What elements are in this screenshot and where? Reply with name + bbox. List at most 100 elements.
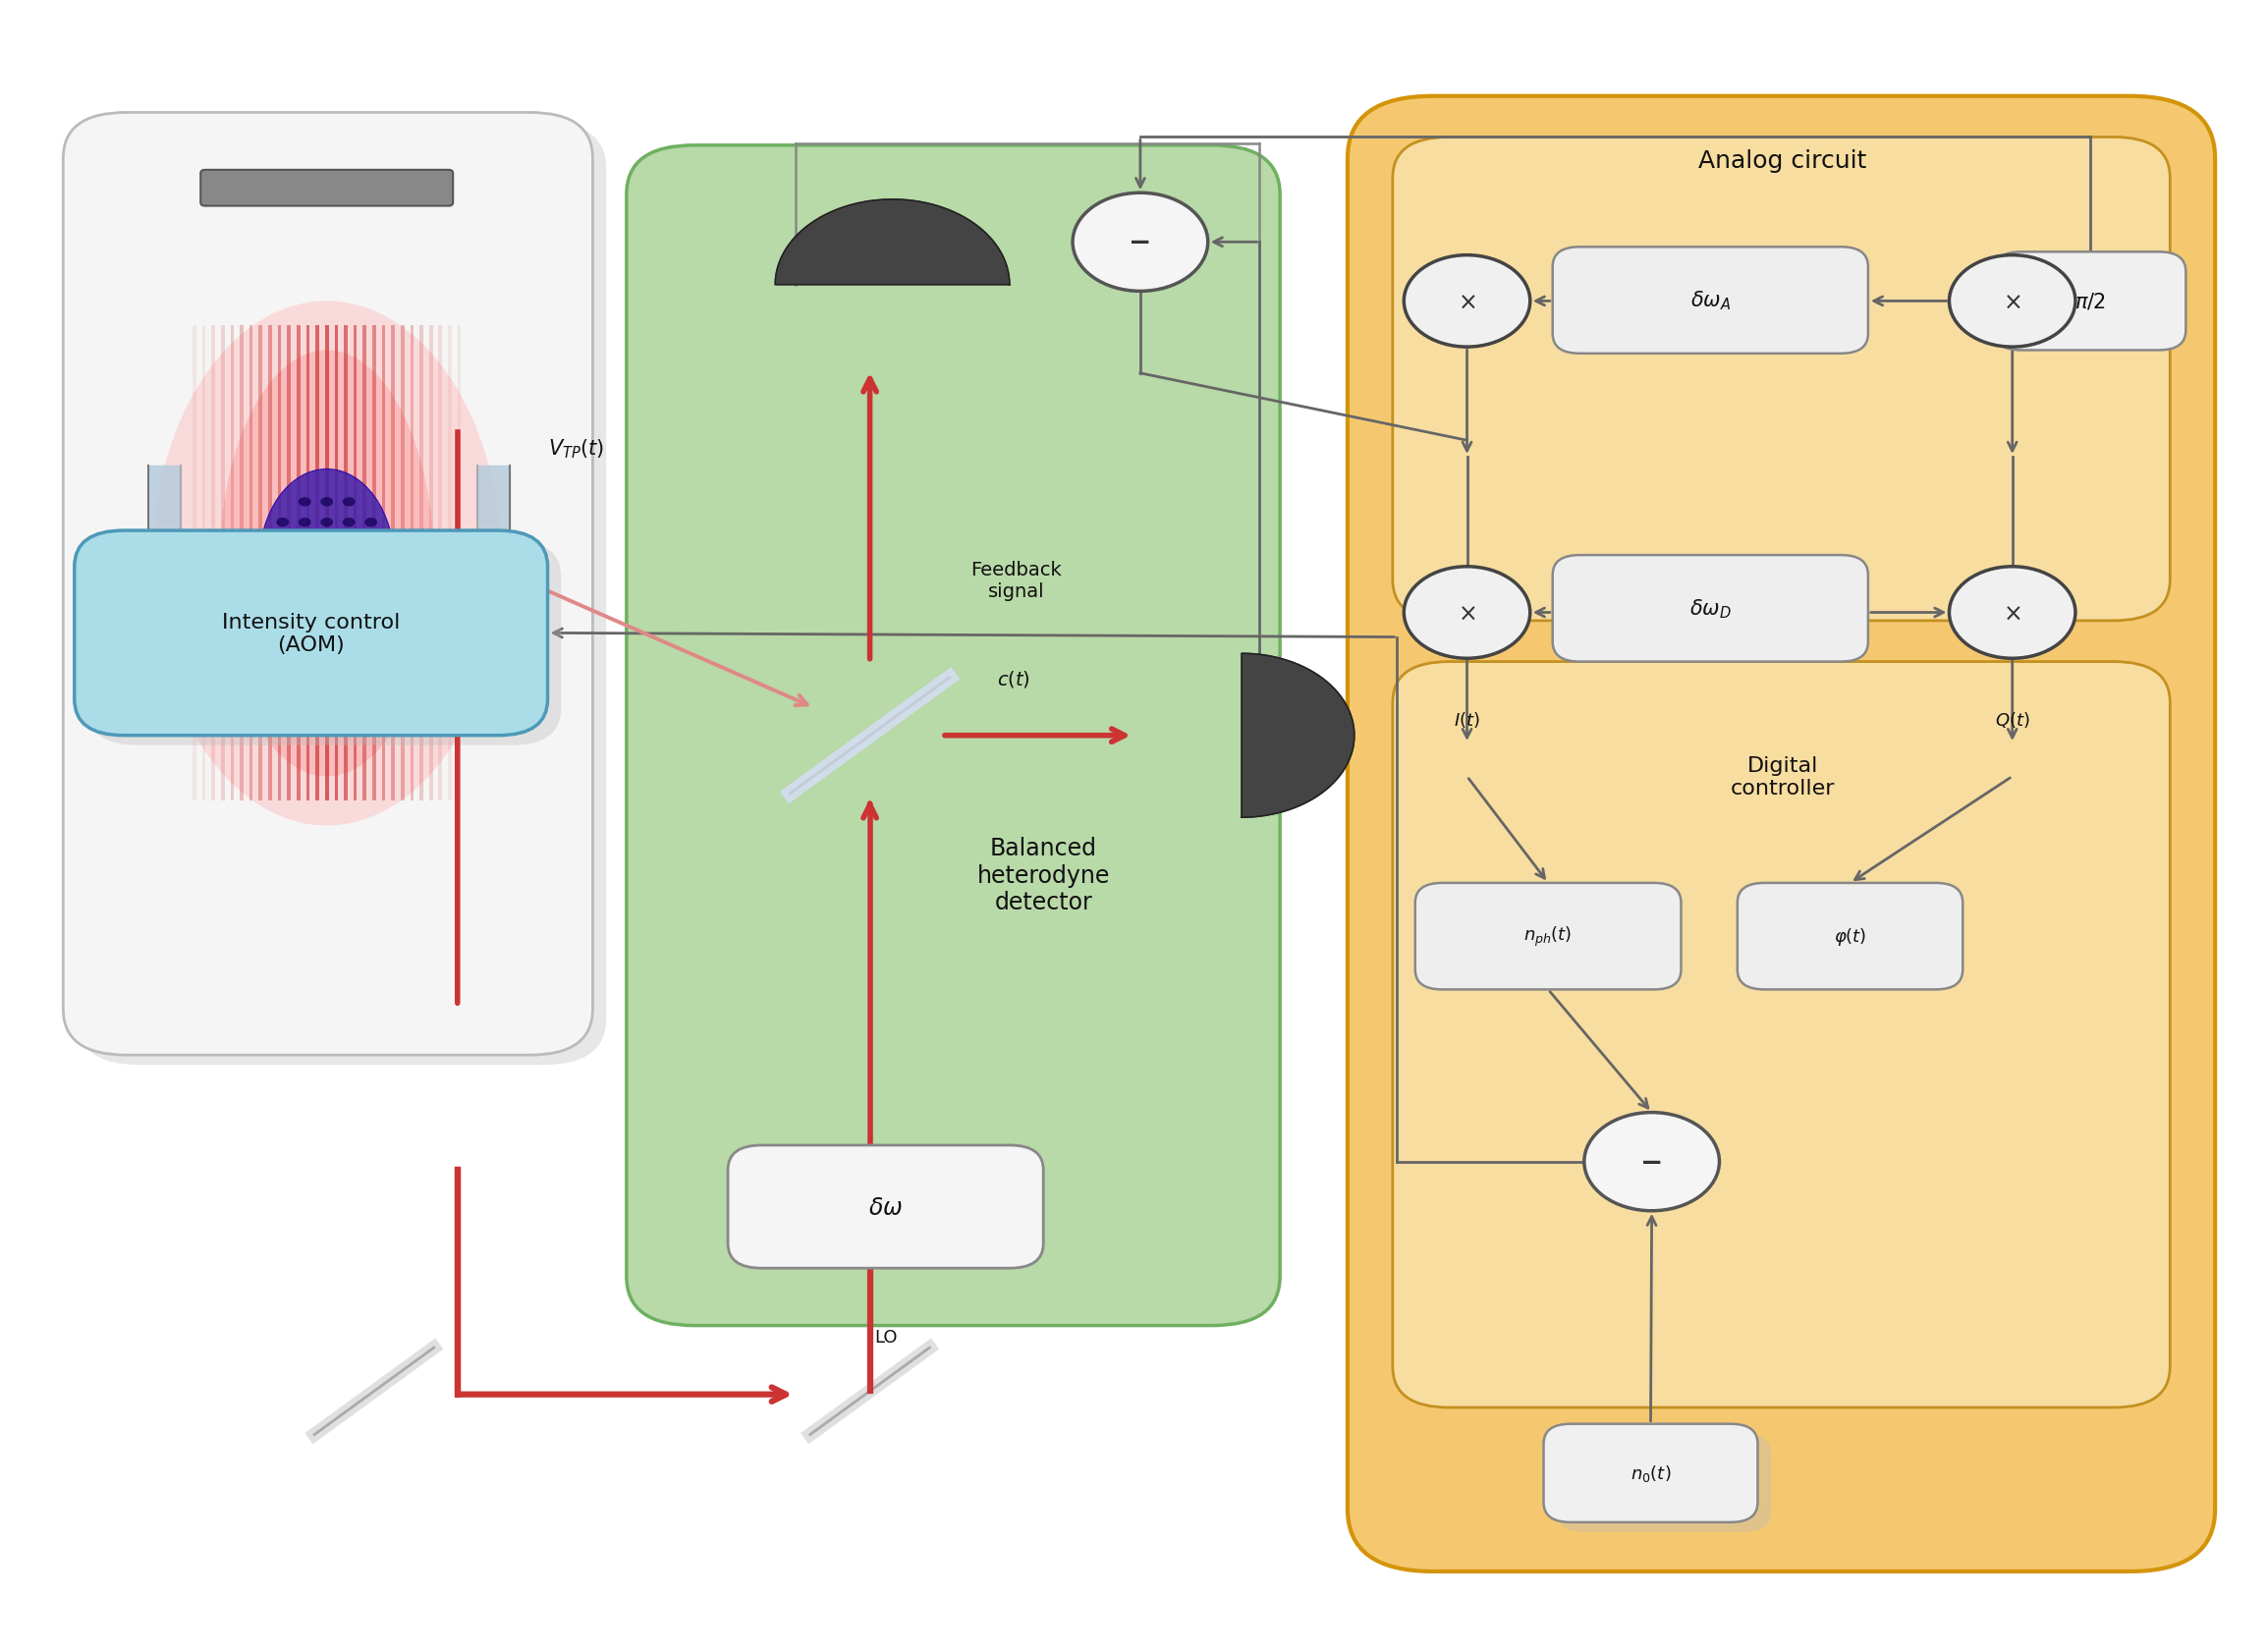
Circle shape [299, 580, 311, 588]
Text: $n_0(t)$: $n_0(t)$ [1630, 1464, 1671, 1483]
Circle shape [342, 580, 356, 588]
FancyBboxPatch shape [1553, 555, 1868, 662]
Circle shape [299, 519, 311, 527]
Circle shape [277, 560, 288, 568]
Text: $\delta\omega_A$: $\delta\omega_A$ [1691, 289, 1730, 312]
Bar [438, 327, 442, 801]
Polygon shape [775, 200, 1009, 286]
Bar [363, 327, 367, 801]
Circle shape [365, 580, 376, 588]
Text: Digital
controller: Digital controller [1730, 755, 1834, 798]
Bar [428, 327, 433, 801]
Circle shape [320, 519, 333, 527]
Circle shape [342, 621, 356, 629]
Circle shape [1072, 193, 1208, 292]
Text: $\delta\omega_D$: $\delta\omega_D$ [1689, 598, 1732, 621]
FancyBboxPatch shape [1544, 1424, 1757, 1521]
Text: $c(t)$: $c(t)$ [997, 669, 1031, 689]
Circle shape [342, 600, 356, 610]
Bar [211, 327, 215, 801]
Bar [324, 327, 329, 801]
Bar [193, 327, 197, 801]
Bar [231, 327, 234, 801]
FancyBboxPatch shape [199, 170, 453, 206]
Bar [315, 327, 320, 801]
Bar [258, 327, 263, 801]
Circle shape [299, 600, 311, 610]
Text: $\varphi(t)$: $\varphi(t)$ [1834, 925, 1866, 947]
FancyBboxPatch shape [728, 1145, 1043, 1269]
Bar [277, 327, 281, 801]
Circle shape [1585, 1113, 1718, 1211]
FancyBboxPatch shape [88, 540, 562, 745]
Text: $\times$: $\times$ [1458, 291, 1476, 314]
Bar [392, 327, 394, 801]
Text: LO: LO [875, 1328, 898, 1346]
Bar [419, 327, 424, 801]
Bar [449, 327, 451, 801]
Circle shape [320, 560, 333, 568]
Bar [410, 327, 415, 801]
FancyBboxPatch shape [63, 114, 592, 1056]
Circle shape [320, 497, 333, 507]
Bar [288, 327, 290, 801]
Text: Intensity control
(AOM): Intensity control (AOM) [222, 613, 399, 654]
Ellipse shape [220, 350, 433, 776]
FancyBboxPatch shape [1737, 884, 1963, 990]
FancyBboxPatch shape [1392, 662, 2170, 1408]
Bar [249, 327, 254, 801]
Circle shape [277, 600, 288, 610]
Circle shape [277, 539, 288, 548]
Circle shape [299, 560, 311, 568]
Bar [220, 327, 224, 801]
Bar [458, 327, 460, 801]
Circle shape [365, 560, 376, 568]
Text: $\delta\omega$: $\delta\omega$ [868, 1196, 902, 1219]
Circle shape [299, 539, 311, 548]
Bar [381, 327, 385, 801]
Text: $\pi/2$: $\pi/2$ [2074, 291, 2106, 312]
FancyBboxPatch shape [1553, 248, 1868, 354]
Circle shape [1950, 256, 2074, 347]
Bar [306, 327, 311, 801]
Circle shape [365, 600, 376, 610]
Bar [268, 327, 272, 801]
Bar [401, 327, 404, 801]
Circle shape [299, 621, 311, 629]
Circle shape [320, 580, 333, 588]
Bar [202, 327, 206, 801]
Circle shape [1403, 567, 1530, 659]
Circle shape [320, 600, 333, 610]
Circle shape [320, 539, 333, 548]
Text: $\times$: $\times$ [2004, 601, 2022, 624]
Text: $Q(t)$: $Q(t)$ [1995, 710, 2029, 729]
Text: −: − [1641, 1148, 1664, 1176]
FancyBboxPatch shape [626, 145, 1281, 1325]
Bar [336, 327, 338, 801]
Text: Feedback
signal: Feedback signal [970, 560, 1061, 600]
Polygon shape [1242, 654, 1353, 818]
Bar [297, 327, 299, 801]
Circle shape [342, 539, 356, 548]
Circle shape [320, 621, 333, 629]
FancyBboxPatch shape [1392, 137, 2170, 621]
Circle shape [299, 497, 311, 507]
Text: −: − [1129, 230, 1152, 256]
Circle shape [277, 519, 288, 527]
Circle shape [365, 519, 376, 527]
Text: $n_{ph}(t)$: $n_{ph}(t)$ [1523, 925, 1573, 948]
FancyBboxPatch shape [75, 530, 549, 735]
Text: Balanced
heterodyne
detector: Balanced heterodyne detector [977, 836, 1111, 914]
Text: $\times$: $\times$ [1458, 601, 1476, 624]
FancyBboxPatch shape [1347, 97, 2215, 1571]
Circle shape [342, 519, 356, 527]
FancyBboxPatch shape [1557, 1434, 1771, 1531]
Text: $V_{TP}(t)$: $V_{TP}(t)$ [549, 438, 603, 461]
FancyBboxPatch shape [1415, 884, 1682, 990]
Bar [354, 327, 356, 801]
Text: $\times$: $\times$ [2004, 291, 2022, 314]
Ellipse shape [258, 469, 394, 657]
Ellipse shape [152, 302, 501, 826]
Circle shape [1950, 567, 2074, 659]
Circle shape [342, 560, 356, 568]
